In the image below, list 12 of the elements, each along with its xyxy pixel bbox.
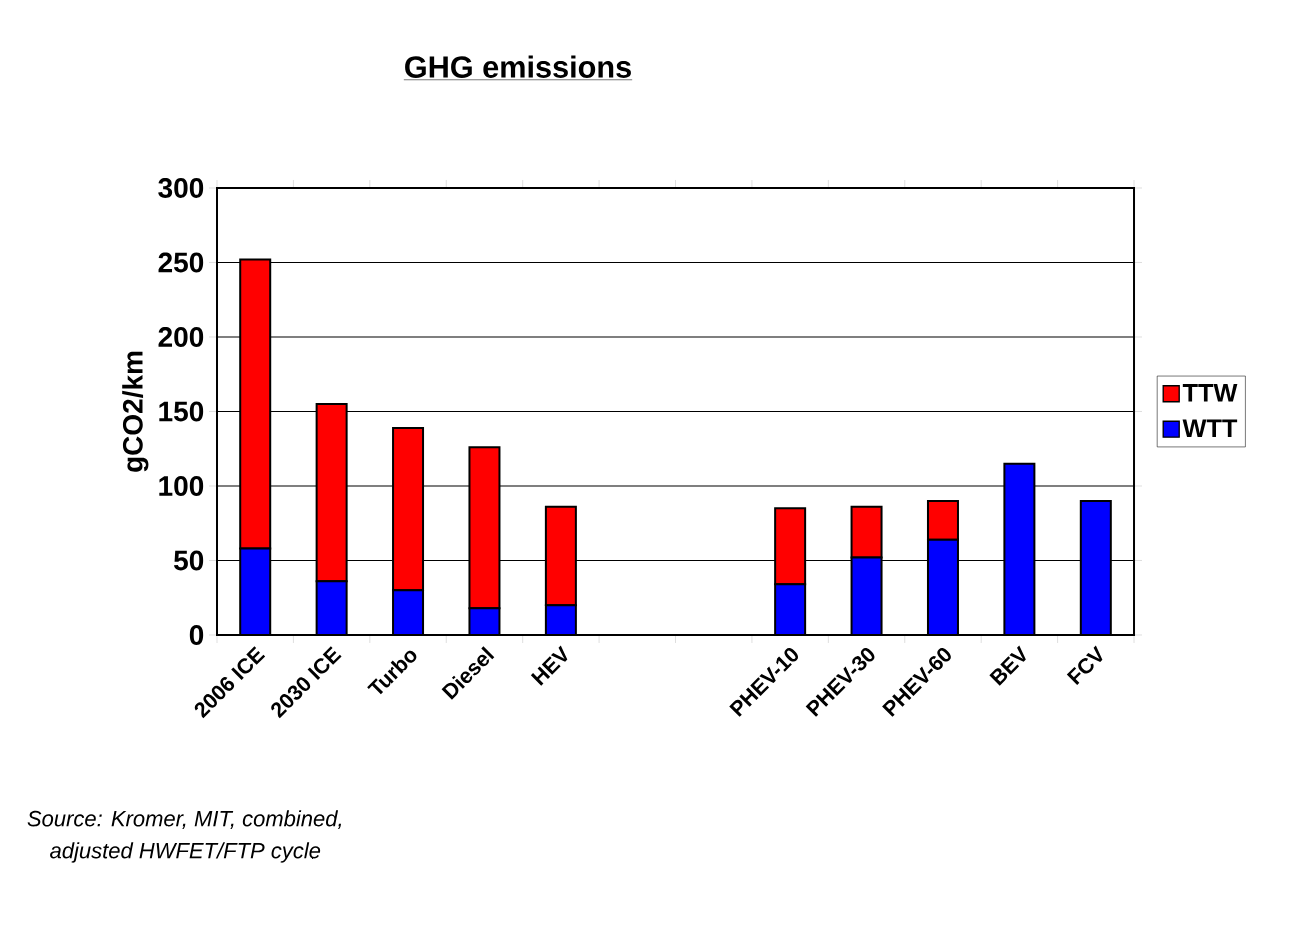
y-tick-label: 300 [158,178,204,198]
y-tick-label: 250 [158,252,204,273]
chart-title: GHG emissions [405,55,631,78]
source-note: Source: Kromer, MIT, combined, adjusted HWFET/FTP cycle [27,810,342,863]
y-axis-title: gCO2/km [122,351,149,472]
legend-label: WTT [1182,419,1238,437]
y-tick-label: 100 [159,476,204,496]
y-tick-label: 150 [159,401,204,422]
y-tick-label: 0 [189,625,204,645]
y-tick-label: 200 [158,327,204,347]
y-tick-label: 50 [174,550,204,571]
legend-label: TTW [1182,384,1238,402]
